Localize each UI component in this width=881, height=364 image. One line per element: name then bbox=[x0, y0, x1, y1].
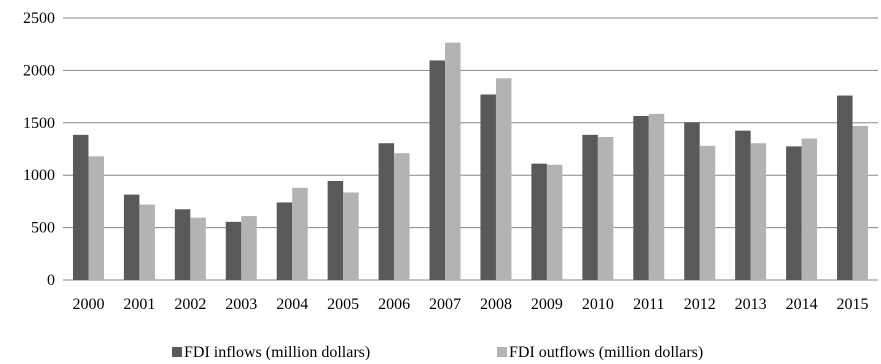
legend-swatch-outflows bbox=[497, 347, 507, 357]
bar-inflows-2009 bbox=[531, 163, 547, 280]
bar-inflows-2014 bbox=[786, 146, 802, 280]
x-tick-label-2011: 2011 bbox=[633, 296, 664, 313]
bar-inflows-2000 bbox=[72, 134, 89, 280]
legend: FDI inflows (million dollars) FDI outflow… bbox=[172, 344, 703, 361]
bar-outflows-2009 bbox=[546, 164, 563, 280]
legend-label-outflows: FDI outflows (million dollars) bbox=[509, 344, 703, 361]
bar-inflows-2005 bbox=[327, 180, 344, 280]
x-tick-label-2006: 2006 bbox=[378, 296, 410, 313]
bar-outflows-2011 bbox=[648, 113, 665, 280]
bar-inflows-2011 bbox=[633, 115, 649, 280]
bar-outflows-2015 bbox=[852, 125, 869, 280]
bar-inflows-2013 bbox=[735, 130, 751, 280]
bar-inflows-2015 bbox=[837, 95, 853, 280]
bar-outflows-2007 bbox=[445, 42, 461, 281]
bar-inflows-2010 bbox=[582, 134, 598, 280]
bar-outflows-2008 bbox=[495, 78, 512, 280]
x-tick-label-2012: 2012 bbox=[684, 296, 716, 313]
bar-inflows-2002 bbox=[174, 209, 191, 280]
bar-outflows-2000 bbox=[88, 156, 104, 280]
legend-swatch-inflows bbox=[172, 347, 182, 357]
x-tick-label-2004: 2004 bbox=[276, 296, 308, 313]
x-tick-label-2013: 2013 bbox=[735, 296, 767, 313]
x-axis-tick-labels: 2000 2001 2002 2003 2004 2005 2006 2007 2008 2009… bbox=[72, 296, 868, 313]
x-tick-label-2000: 2000 bbox=[72, 296, 104, 313]
x-tick-label-2010: 2010 bbox=[582, 296, 614, 313]
x-tick-label-2001: 2001 bbox=[123, 296, 155, 313]
bar-outflows-2002 bbox=[190, 217, 206, 280]
y-tick-label-1000: 1000 bbox=[23, 167, 55, 184]
x-tick-label-2005: 2005 bbox=[327, 296, 359, 313]
bar-inflows-2003 bbox=[225, 221, 242, 280]
bar-inflows-2004 bbox=[276, 202, 293, 280]
y-tick-label-500: 500 bbox=[31, 220, 55, 237]
bar-outflows-2005 bbox=[343, 192, 359, 280]
y-axis-tick-labels: 0 500 1000 1500 2000 2500 bbox=[23, 10, 55, 289]
x-tick-label-2007: 2007 bbox=[429, 296, 461, 313]
bar-outflows-2004 bbox=[292, 187, 308, 280]
y-tick-label-0: 0 bbox=[47, 272, 55, 289]
y-tick-label-2000: 2000 bbox=[23, 62, 55, 79]
bar-inflows-2012 bbox=[684, 122, 700, 280]
x-tick-label-2003: 2003 bbox=[225, 296, 257, 313]
y-tick-label-1500: 1500 bbox=[23, 115, 55, 132]
x-tick-label-2008: 2008 bbox=[480, 296, 512, 313]
x-tick-label-2009: 2009 bbox=[531, 296, 563, 313]
bar-outflows-2006 bbox=[394, 153, 410, 280]
bar-inflows-2007 bbox=[429, 60, 446, 280]
x-tick-label-2015: 2015 bbox=[837, 296, 869, 313]
bar-inflows-2008 bbox=[480, 94, 496, 280]
legend-label-inflows: FDI inflows (million dollars) bbox=[184, 344, 370, 361]
bar-outflows-2010 bbox=[597, 136, 614, 280]
bar-outflows-2012 bbox=[699, 145, 716, 280]
bar-outflows-2003 bbox=[241, 216, 257, 280]
bar-outflows-2013 bbox=[750, 143, 767, 280]
bar-outflows-2001 bbox=[139, 204, 155, 280]
bar-inflows-2006 bbox=[378, 143, 395, 280]
bar-outflows-2014 bbox=[801, 138, 818, 280]
y-tick-label-2500: 2500 bbox=[23, 10, 55, 27]
bar-inflows-2001 bbox=[123, 194, 140, 280]
bars bbox=[72, 42, 869, 281]
x-tick-label-2014: 2014 bbox=[786, 296, 818, 313]
x-tick-label-2002: 2002 bbox=[174, 296, 206, 313]
